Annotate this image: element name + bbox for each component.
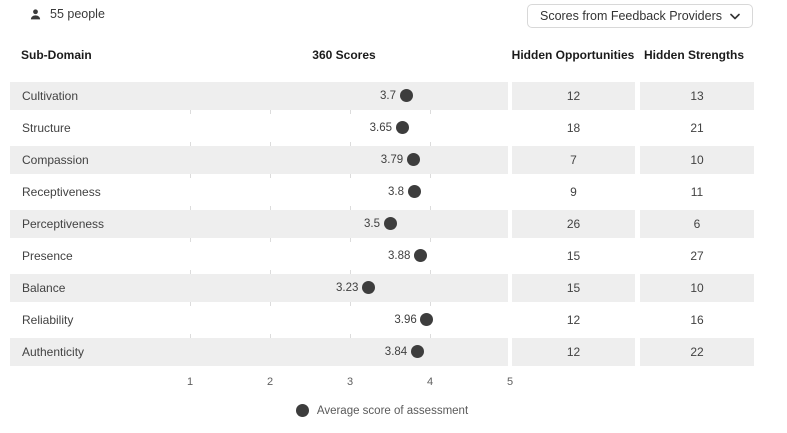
column-header-hidden-strengths: Hidden Strengths [643,48,744,62]
column-header-sub-domain: Sub-Domain [21,48,92,62]
score-value-label: 3.8 [388,186,404,198]
sub-domain-label: Receptiveness [10,178,190,206]
sub-domain-label: Balance [10,274,190,302]
hidden-opportunities-value: 18 [512,114,635,142]
average-score-dot[interactable] [383,217,397,230]
score-value-label: 3.65 [369,122,392,134]
hidden-strengths-value: 16 [640,306,754,334]
score-value-label: 3.79 [380,154,404,166]
x-axis-tick: 4 [426,376,434,388]
sub-domain-label: Perceptiveness [10,210,190,238]
average-score-dot[interactable] [413,249,427,262]
hidden-opportunities-value: 12 [512,306,635,334]
hidden-opportunities-value: 15 [512,242,635,270]
score-chart-cell: 3.8 [190,178,508,206]
score-value-label: 3.96 [394,314,417,326]
hidden-strengths-value: 21 [640,114,754,142]
hidden-opportunities-value: 15 [512,274,635,302]
chart-legend: Average score of assessment [10,404,754,417]
hidden-strengths-value: 27 [640,242,754,270]
hidden-strengths-value: 6 [640,210,754,238]
dropdown-label: Scores from Feedback Providers [539,9,722,23]
sub-domain-label: Presence [10,242,190,270]
column-header-360-scores: 360 Scores [312,48,376,62]
average-score-dot[interactable] [361,281,375,294]
legend-dot-icon [295,404,309,417]
table-row[interactable]: Compassion 3.79 7 10 [10,146,754,174]
table-row[interactable]: Perceptiveness 3.5 26 6 [10,210,754,238]
score-chart-cell: 3.65 [190,114,508,142]
table-row[interactable]: Cultivation 3.7 12 13 [10,82,754,110]
score-value-label: 3.23 [336,282,359,294]
hidden-opportunities-value: 12 [512,338,635,366]
x-axis-tick: 5 [506,376,514,388]
hidden-strengths-value: 22 [640,338,754,366]
average-score-dot[interactable] [420,313,434,326]
hidden-strengths-value: 11 [640,178,754,206]
hidden-strengths-value: 13 [640,82,754,110]
person-icon [29,8,42,21]
sub-domain-label: Reliability [10,306,190,334]
score-value-label: 3.5 [364,218,380,230]
average-score-dot[interactable] [406,153,420,166]
hidden-opportunities-value: 12 [512,82,635,110]
score-value-label: 3.88 [388,250,411,262]
hidden-opportunities-value: 9 [512,178,635,206]
sub-domain-label: Authenticity [10,338,190,366]
score-chart-cell: 3.79 [190,146,508,174]
sub-domain-label: Cultivation [10,82,190,110]
legend-label: Average score of assessment [316,404,469,417]
score-value-label: 3.84 [384,346,408,358]
score-chart-cell: 3.5 [190,210,508,238]
sub-domain-label: Compassion [10,146,190,174]
x-axis-tick: 3 [346,376,354,388]
people-count: 55 people [29,7,105,21]
average-score-dot[interactable] [407,185,421,198]
score-chart-cell: 3.88 [190,242,508,270]
score-chart-cell: 3.84 [190,338,508,366]
x-axis: 1 2 3 4 5 [10,376,754,390]
scores-source-dropdown[interactable]: Scores from Feedback Providers [526,4,753,28]
hidden-opportunities-value: 26 [512,210,635,238]
table-row[interactable]: Authenticity 3.84 12 22 [10,338,754,366]
hidden-strengths-value: 10 [640,274,754,302]
people-count-label: 55 people [50,7,105,21]
hidden-strengths-value: 10 [640,146,754,174]
hidden-opportunities-value: 7 [512,146,635,174]
score-value-label: 3.7 [380,90,396,102]
table-row[interactable]: Reliability 3.96 12 16 [10,306,754,334]
table-row[interactable]: Presence 3.88 15 27 [10,242,754,270]
score-table: Cultivation 3.7 12 13 Structure 3.65 18 … [10,82,754,370]
average-score-dot[interactable] [399,89,413,102]
table-row[interactable]: Structure 3.65 18 21 [10,114,754,142]
table-row[interactable]: Balance 3.23 15 10 [10,274,754,302]
sub-domain-label: Structure [10,114,190,142]
score-chart-cell: 3.7 [190,82,508,110]
chevron-down-icon [730,9,740,23]
score-chart-cell: 3.96 [190,306,508,334]
column-header-hidden-opportunities: Hidden Opportunities [511,48,635,62]
x-axis-tick: 2 [266,376,274,388]
average-score-dot[interactable] [395,121,409,134]
average-score-dot[interactable] [410,345,424,358]
x-axis-tick: 1 [186,376,194,388]
score-chart-cell: 3.23 [190,274,508,302]
table-row[interactable]: Receptiveness 3.8 9 11 [10,178,754,206]
